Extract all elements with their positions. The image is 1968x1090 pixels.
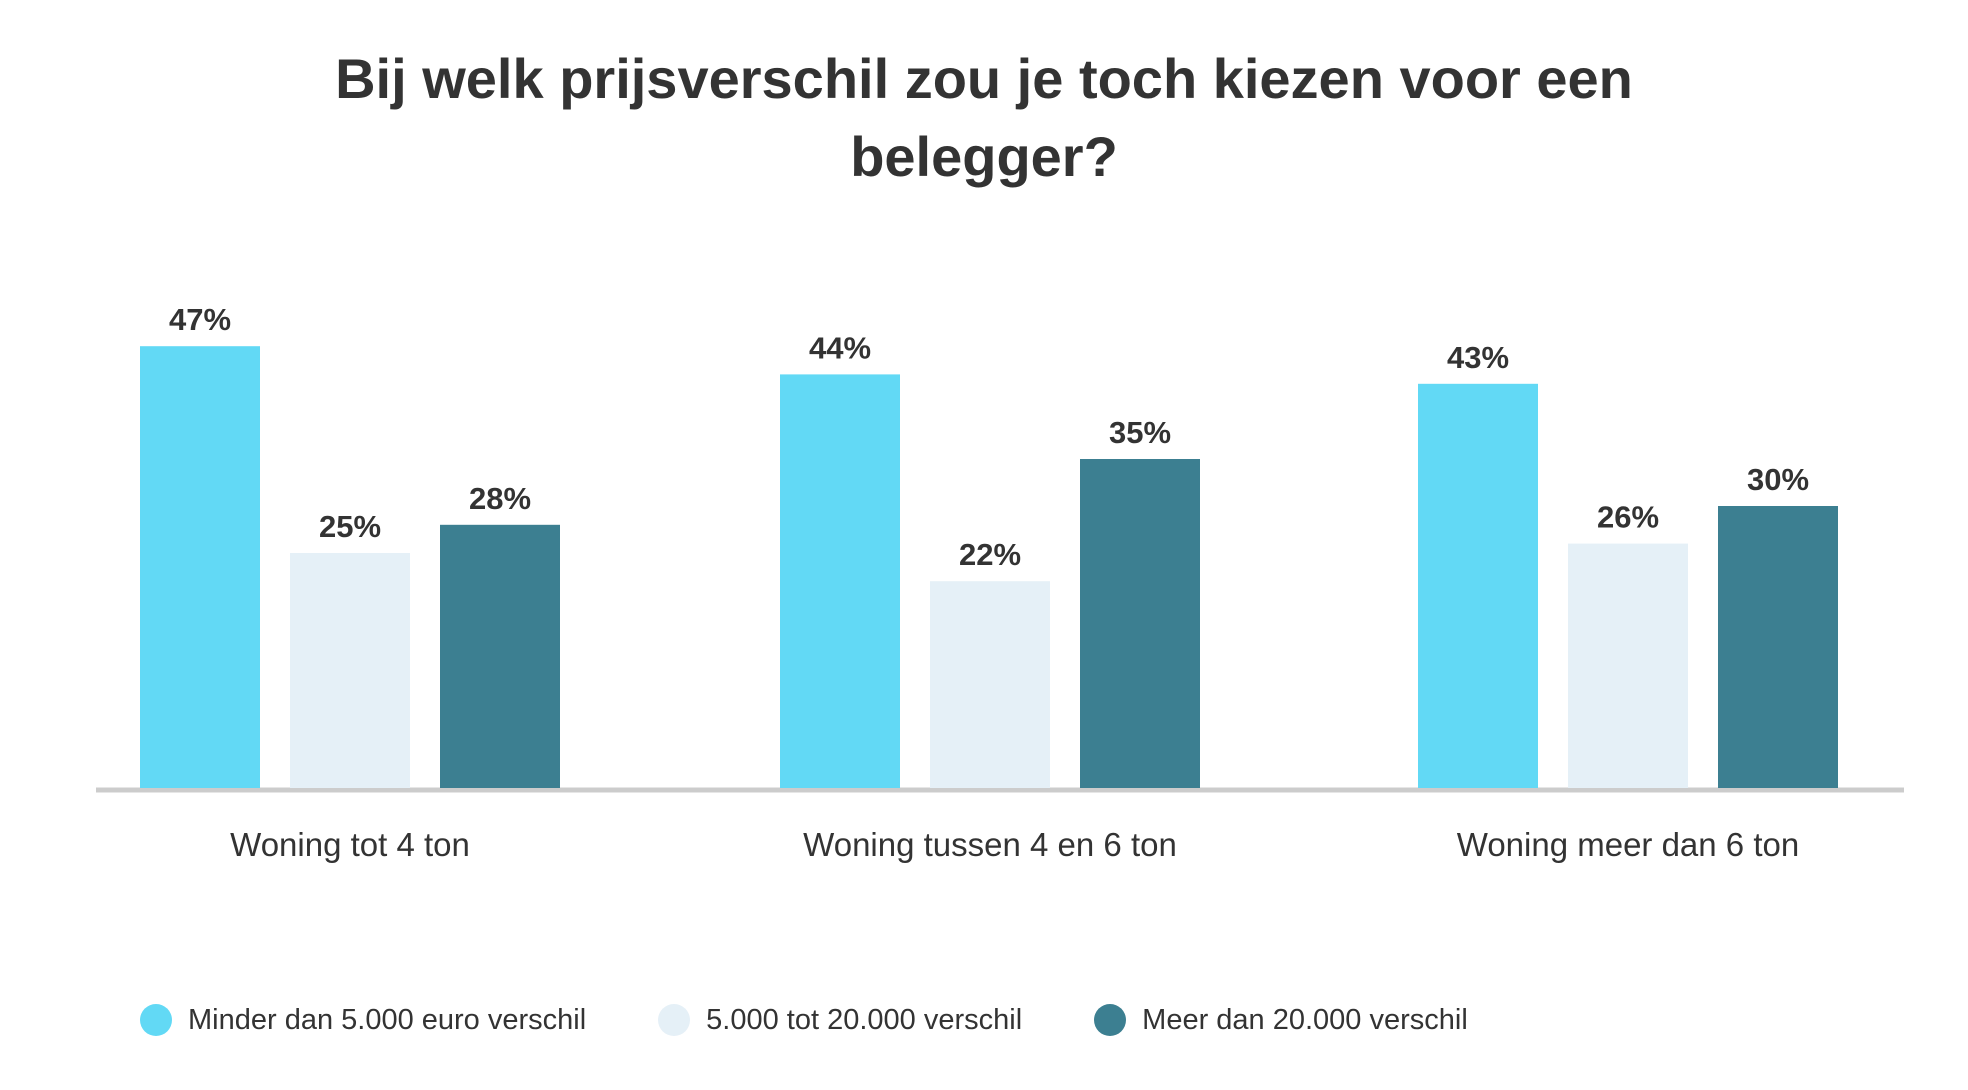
bar-2-series-2 bbox=[930, 581, 1050, 788]
legend-item-3: Meer dan 20.000 verschil bbox=[1094, 1004, 1468, 1037]
legend-swatch-3 bbox=[1094, 1004, 1127, 1036]
category-label-2: Woning tussen 4 en 6 ton bbox=[803, 826, 1177, 863]
bar-3-series-2 bbox=[1568, 543, 1688, 788]
data-label-3-3: 30% bbox=[1747, 462, 1809, 497]
bar-2-series-3 bbox=[1080, 459, 1200, 788]
legend-label-2: 5.000 tot 20.000 verschil bbox=[706, 1003, 1023, 1036]
chart-title: Bij welk prijsverschil zou je toch kieze… bbox=[0, 40, 1968, 196]
legend-item-1: Minder dan 5.000 euro verschil bbox=[140, 1004, 586, 1037]
bar-chart: 47% 25% 28% Woning tot 4 ton 44% 22% 35% Woning… bbox=[96, 302, 1904, 863]
bar-3-series-3 bbox=[1718, 506, 1838, 788]
chart-legend: Minder dan 5.000 euro verschil 5.000 tot… bbox=[140, 1000, 1540, 1040]
data-label-3-1: 43% bbox=[1447, 340, 1509, 375]
bar-3-series-1 bbox=[1418, 383, 1538, 788]
legend-item-2: 5.000 tot 20.000 verschil bbox=[658, 1004, 1022, 1037]
bar-2-series-1 bbox=[780, 374, 900, 788]
legend-swatch-2 bbox=[658, 1004, 691, 1036]
data-label-2-3: 35% bbox=[1109, 415, 1171, 450]
bar-1-series-1 bbox=[140, 346, 260, 788]
legend-label-3: Meer dan 20.000 verschil bbox=[1142, 1003, 1468, 1036]
category-label-3: Woning meer dan 6 ton bbox=[1457, 826, 1799, 863]
chart-title-line-1: Bij welk prijsverschil zou je toch kieze… bbox=[335, 47, 1633, 110]
data-label-1-2: 25% bbox=[319, 509, 381, 544]
legend-label-1: Minder dan 5.000 euro verschil bbox=[188, 1003, 587, 1036]
category-label-1: Woning tot 4 ton bbox=[230, 826, 470, 863]
bar-1-series-3 bbox=[440, 524, 560, 788]
bar-1-series-2 bbox=[290, 553, 410, 788]
data-label-2-2: 22% bbox=[959, 537, 1021, 572]
data-label-2-1: 44% bbox=[809, 330, 871, 365]
legend-swatch-1 bbox=[140, 1004, 172, 1036]
chart-title-line-2: belegger? bbox=[850, 125, 1118, 188]
data-label-3-2: 26% bbox=[1597, 500, 1659, 535]
data-label-1-1: 47% bbox=[169, 302, 231, 337]
data-label-1-3: 28% bbox=[469, 481, 531, 516]
